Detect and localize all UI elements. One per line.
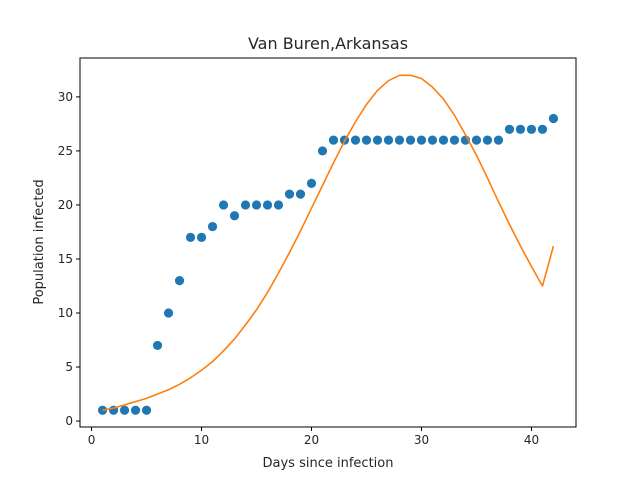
data-point [361,135,372,145]
data-point [493,135,504,145]
data-point [438,135,449,145]
data-point [218,200,229,210]
data-point [119,405,130,415]
data-point [174,275,185,286]
data-point [427,135,438,145]
y-tick-label: 5 [65,360,73,374]
data-point [185,232,196,242]
data-point [284,189,295,199]
data-point [350,135,361,145]
data-point [515,124,526,134]
y-tick-label: 0 [65,414,73,428]
data-point [526,124,537,134]
y-tick-label: 25 [58,144,73,158]
x-axis-label: Days since infection [263,456,394,471]
plot-frame [79,57,577,428]
data-point [207,221,218,232]
fit-line [102,74,555,412]
data-point [163,308,174,318]
y-tick-label: 15 [58,252,73,266]
data-point [295,189,306,199]
data-point [306,178,317,188]
data-point [196,232,207,242]
data-point [449,135,460,145]
scatter-series [97,113,559,415]
data-point [240,200,251,210]
data-point [251,200,262,210]
data-point [229,211,240,221]
data-point [130,405,141,415]
x-tick-label: 20 [304,433,319,447]
data-point [372,135,383,145]
y-axis-label: Population infected [32,179,47,304]
y-tick-label: 20 [58,198,73,212]
data-point [416,135,427,145]
y-tick-label: 30 [58,90,73,104]
y-axis: 0 5 10 15 20 25 30 [58,90,80,428]
data-point [471,135,482,145]
data-point [152,340,163,351]
data-point [504,124,515,134]
data-point [537,124,548,134]
data-point [273,200,284,210]
data-point [482,135,493,145]
data-point [328,135,339,145]
y-tick-label: 10 [58,306,73,320]
chart-title: Van Buren,Arkansas [248,34,408,53]
data-point [317,146,328,156]
data-point [141,405,152,415]
x-axis: 0 10 20 30 40 [88,427,539,447]
data-point [548,113,559,124]
x-tick-label: 0 [88,433,96,447]
data-point [383,135,394,145]
data-point [405,135,416,145]
data-point [394,135,405,145]
x-tick-label: 30 [414,433,429,447]
fit-line-series [102,74,555,412]
x-tick-label: 10 [194,433,209,447]
x-tick-label: 40 [524,433,539,447]
data-point [262,200,273,210]
